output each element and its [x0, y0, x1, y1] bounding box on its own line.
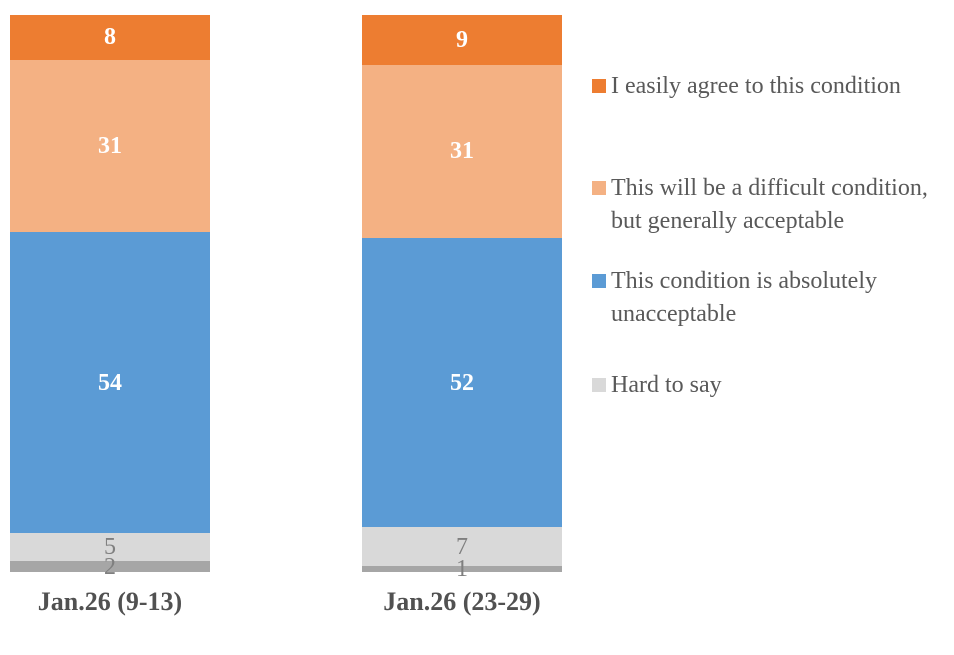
value-label: 7 — [456, 533, 468, 560]
legend-item-1: This will be a difficult condition, but … — [592, 172, 951, 238]
bar-segment-series-0: 8 — [10, 15, 210, 60]
bar-segment-series-1: 31 — [10, 59, 210, 233]
bar-segment-series-3: 5 — [10, 533, 210, 561]
bar-segment-series-2: 52 — [362, 237, 562, 528]
legend-item-2: This condition is absolutely unacceptabl… — [592, 265, 951, 331]
category-label-jan26-9-13: Jan.26 (9-13) — [37, 587, 183, 616]
value-label: 9 — [456, 27, 468, 54]
bar-segment-series-4: 1 — [362, 557, 562, 581]
value-label: 31 — [450, 138, 474, 165]
legend-label: Hard to say — [611, 372, 722, 398]
value-label: 8 — [104, 24, 116, 51]
category-label-jan26-23-29: Jan.26 (23-29) — [383, 587, 541, 616]
legend-item-0: I easily agree to this condition — [592, 70, 951, 103]
bar-jan26-23-29: 9 31 52 7 1 — [362, 15, 562, 581]
bar-jan26-9-13: 8 31 54 5 2 — [10, 15, 210, 579]
legend-label: This will be a difficult condition, but … — [611, 175, 928, 234]
legend-item-3: Hard to say — [592, 369, 951, 402]
legend-label: This condition is absolutely unacceptabl… — [611, 268, 877, 327]
legend-label: I easily agree to this condition — [611, 73, 901, 99]
value-label: 5 — [104, 534, 116, 561]
value-label: 52 — [450, 369, 474, 396]
value-label: 1 — [456, 556, 468, 583]
bar-segment-series-4: 2 — [10, 555, 210, 579]
value-label: 31 — [98, 132, 122, 159]
bar-segment-series-2: 54 — [10, 232, 210, 534]
bar-segment-series-3: 7 — [362, 527, 562, 567]
bar-segment-series-0: 9 — [362, 15, 562, 66]
value-label: 54 — [98, 369, 122, 396]
legend-swatch-icon — [592, 181, 606, 195]
legend-swatch-icon — [592, 274, 606, 288]
legend-swatch-icon — [592, 378, 606, 392]
bar-segment-series-1: 31 — [362, 65, 562, 238]
legend-swatch-icon — [592, 79, 606, 93]
value-label: 2 — [104, 553, 116, 580]
